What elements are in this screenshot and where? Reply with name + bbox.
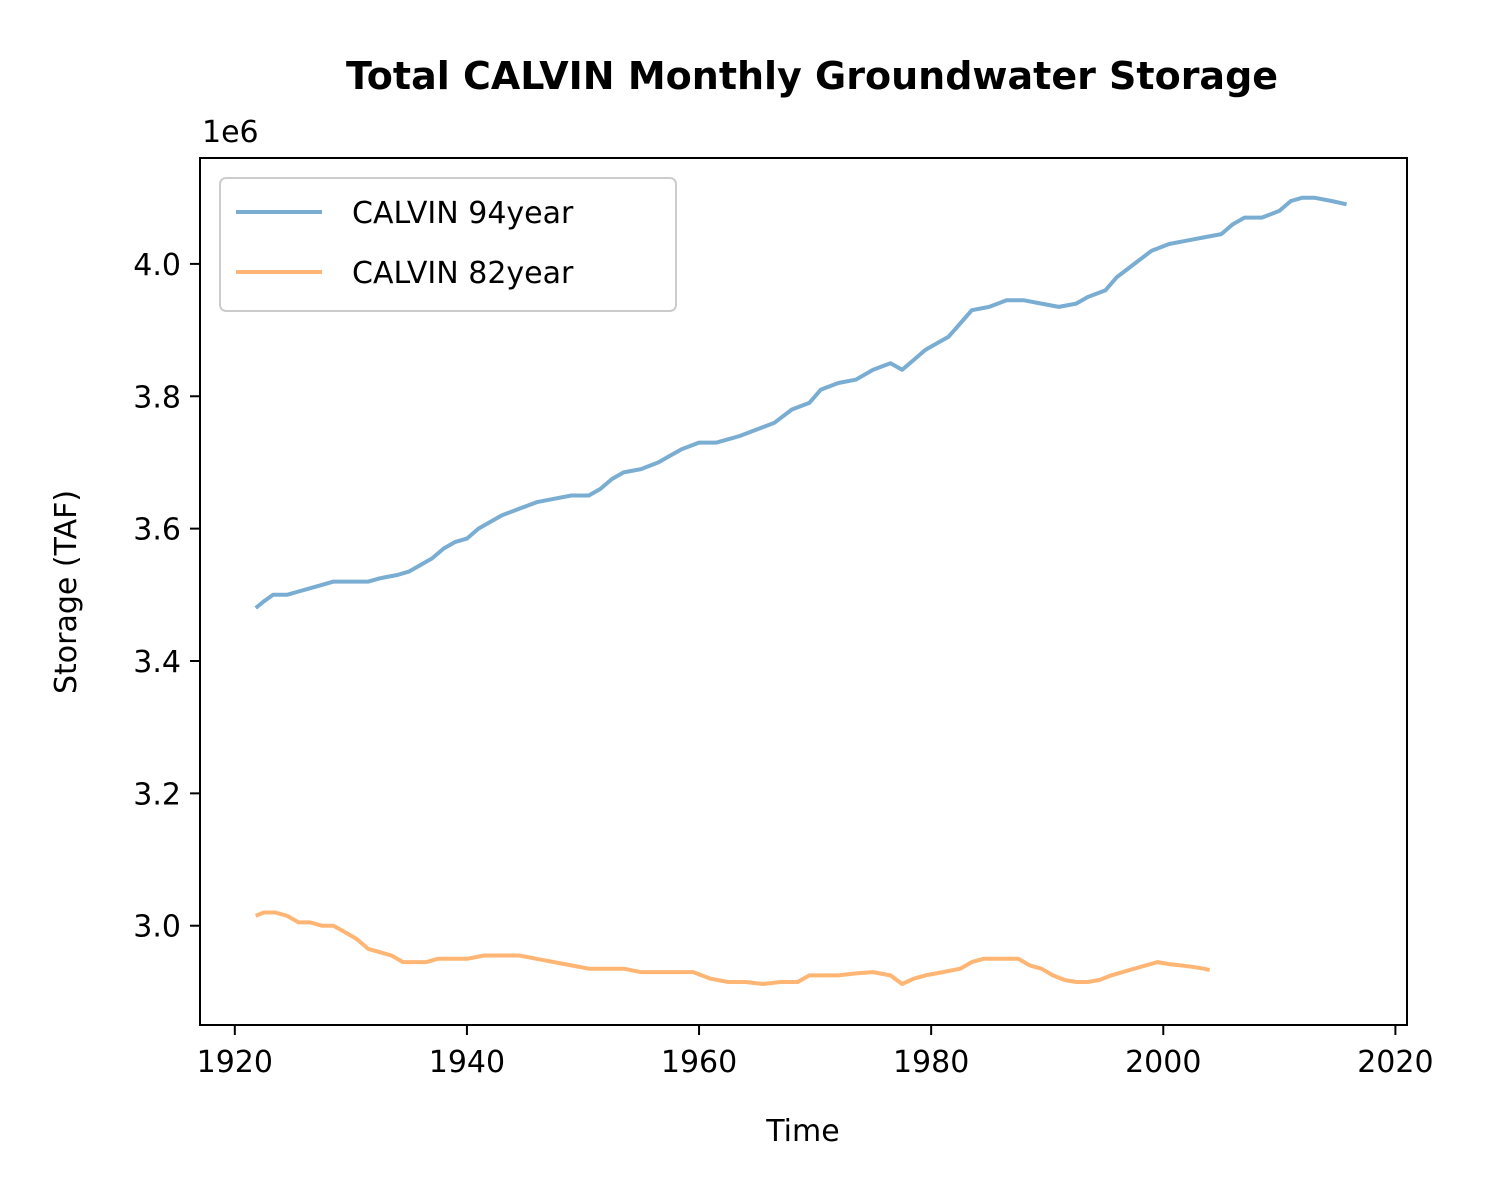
series-layer (254, 195, 1348, 986)
x-tick-label-1980: 1980 (893, 1045, 969, 1080)
plot-frame (199, 157, 1408, 1026)
x-tick-label-1940: 1940 (429, 1045, 505, 1080)
y-tick-label-3.6: 3.6 (133, 513, 181, 548)
y-tick-label-3.0: 3.0 (133, 910, 181, 945)
legend-label-94year: CALVIN 94year (352, 196, 574, 231)
x-tick-label-2000: 2000 (1125, 1045, 1201, 1080)
y-tick-label-4.0: 4.0 (133, 248, 181, 283)
legend: CALVIN 94year CALVIN 82year (219, 177, 677, 312)
series-line-0 (254, 195, 1348, 610)
x-tick-label-2020: 2020 (1357, 1045, 1433, 1080)
legend-frame (219, 177, 677, 312)
series-line-1 (254, 910, 1211, 986)
legend-label-82year: CALVIN 82year (352, 256, 574, 291)
x-axis-label: Time (765, 1114, 839, 1149)
x-tick-label-1960: 1960 (661, 1045, 737, 1080)
x-axis: 1920 1940 1960 1980 2000 2020 (197, 1025, 1434, 1080)
y-axis: 3.0 3.2 3.4 3.6 3.8 4.0 (133, 248, 200, 945)
y-tick-label-3.2: 3.2 (133, 777, 181, 812)
y-offset-label: 1e6 (202, 115, 259, 150)
x-tick-label-1920: 1920 (197, 1045, 273, 1080)
y-axis-label: Storage (TAF) (49, 490, 84, 694)
y-tick-label-3.4: 3.4 (133, 645, 181, 680)
y-tick-label-3.8: 3.8 (133, 380, 181, 415)
chart-title: Total CALVIN Monthly Groundwater Storage (346, 54, 1278, 98)
